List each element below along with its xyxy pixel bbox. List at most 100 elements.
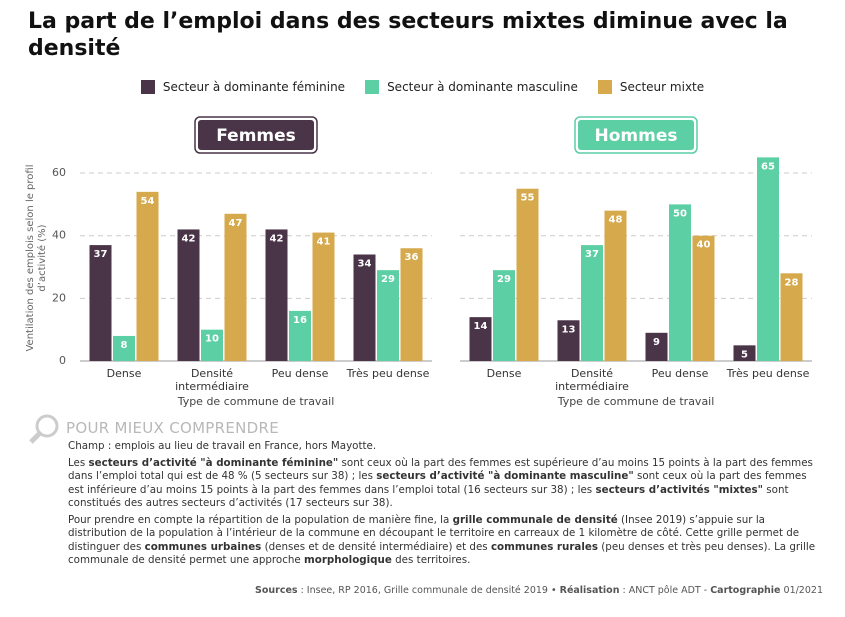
bar (201, 329, 223, 361)
x-tick-label: Peu dense (651, 367, 709, 380)
value-label: 47 (229, 218, 243, 229)
text: : ANCT pôle ADT - (619, 585, 711, 596)
x-tick-label: Très peu dense (726, 367, 810, 380)
text: (denses et de densité intermédiaire) et … (261, 540, 491, 553)
value-label: 42 (270, 233, 284, 244)
text: sont constitués des autres secteurs d’ac… (68, 483, 789, 510)
text: sont ceux où la part des femmes est supé… (68, 456, 813, 483)
bar (224, 213, 247, 361)
note-paragraph: Les secteurs d’activité "à dominante fém… (68, 457, 816, 511)
panel-heading-fill (578, 120, 694, 150)
value-label: 37 (585, 249, 599, 260)
text: des territoires. (391, 554, 471, 566)
magnifier-icon (29, 414, 59, 444)
value-label: 28 (785, 277, 799, 288)
value-label: 40 (697, 240, 711, 251)
bar (669, 204, 691, 361)
notes-heading: POUR MIEUX COMPRENDRE (66, 419, 280, 437)
text: 01/2021 (780, 585, 823, 596)
bold-text: secteurs d’activité "à dominante féminin… (88, 456, 339, 469)
bar (733, 345, 756, 361)
panel-heading: Hommes (595, 126, 678, 146)
bold-text: morphologique (304, 554, 392, 566)
sources: Sources : Insee, RP 2016, Grille communa… (255, 585, 823, 596)
value-label: 5 (741, 349, 748, 360)
x-tick-label: Dense (486, 367, 522, 380)
bar (645, 332, 668, 361)
bar (89, 245, 112, 361)
bar (312, 232, 335, 361)
value-label: 37 (94, 249, 108, 260)
note-paragraph: Pour prendre en compte la répartition de… (68, 514, 816, 568)
value-label: 29 (497, 274, 511, 285)
legend-label: Secteur à dominante féminine (162, 80, 346, 94)
bold-text: secteurs d’activité "à dominante masculi… (376, 470, 634, 482)
value-label: 13 (562, 324, 576, 335)
x-tick-label: Dense (106, 367, 142, 380)
value-label: 55 (521, 193, 535, 204)
y-tick-label: 40 (52, 229, 66, 242)
x-tick-label: Peu dense (271, 367, 329, 380)
x-tick-label: Très peu dense (346, 367, 430, 380)
bar (757, 157, 779, 361)
bar (557, 320, 580, 361)
text: (Insee 2019) s’appuie sur la distributio… (68, 513, 800, 553)
bar (516, 188, 539, 361)
value-label: 42 (182, 233, 196, 244)
x-axis-label: Type de commune de travail (557, 395, 715, 408)
legend-label: Secteur mixte (619, 80, 705, 94)
text: Champ : emplois au lieu de travail en Fr… (68, 440, 377, 452)
value-label: 36 (405, 252, 419, 263)
legend-item: Secteur à dominante féminine (140, 80, 346, 94)
bar (469, 317, 492, 361)
text: (peu denses et très peu denses). La gril… (68, 540, 816, 567)
bar (604, 210, 627, 361)
bold-text: communes urbaines (144, 540, 262, 553)
y-tick-label: 20 (52, 291, 66, 304)
value-label: 65 (761, 161, 775, 172)
value-label: 14 (474, 321, 488, 332)
bold-text: grille communale de densité (452, 513, 618, 526)
legend-item: Secteur mixte (597, 80, 705, 94)
legend-label: Secteur à dominante masculine (387, 80, 578, 94)
bar (136, 191, 159, 361)
note-paragraph: Champ : emplois au lieu de travail en Fr… (68, 440, 816, 454)
text: : Insee, RP 2016, Grille communale de de… (297, 585, 560, 596)
bar (400, 248, 423, 361)
bar (177, 229, 200, 361)
bold-text: communes rurales (490, 540, 599, 553)
panel-heading-fill (198, 120, 314, 150)
x-tick-label: Densité intermédiaire (555, 367, 629, 393)
panel-heading: Femmes (216, 126, 296, 146)
bar (780, 273, 803, 361)
x-axis-label: Type de commune de travail (177, 395, 335, 408)
bar (353, 254, 376, 361)
bold-text: Cartographie (710, 585, 781, 596)
bold-text: Réalisation (559, 585, 620, 596)
value-label: 54 (141, 196, 155, 207)
bar (581, 245, 603, 361)
value-label: 29 (381, 274, 395, 285)
legend-item: Secteur à dominante masculine (365, 80, 578, 94)
legend: Secteur à dominante féminine Secteur à do… (0, 80, 845, 94)
bold-text: Sources (255, 585, 298, 596)
y-tick-label: 0 (59, 354, 66, 367)
notes: Champ : emplois au lieu de travail en Fr… (68, 440, 816, 571)
value-label: 16 (293, 315, 307, 326)
bold-text: secteurs d’activités "mixtes" (595, 483, 764, 496)
value-label: 9 (653, 337, 660, 348)
bar (493, 270, 515, 361)
x-tick-label: Densité intermédiaire (175, 367, 249, 393)
value-label: 50 (673, 208, 687, 219)
bar (692, 235, 715, 361)
legend-swatch (365, 80, 380, 94)
value-label: 8 (121, 340, 128, 351)
bar (265, 229, 288, 361)
value-label: 48 (609, 215, 623, 226)
page-title: La part de l’emploi dans des secteurs mi… (28, 9, 788, 61)
value-label: 10 (205, 334, 219, 345)
bar (113, 335, 135, 361)
legend-swatch (140, 80, 155, 94)
